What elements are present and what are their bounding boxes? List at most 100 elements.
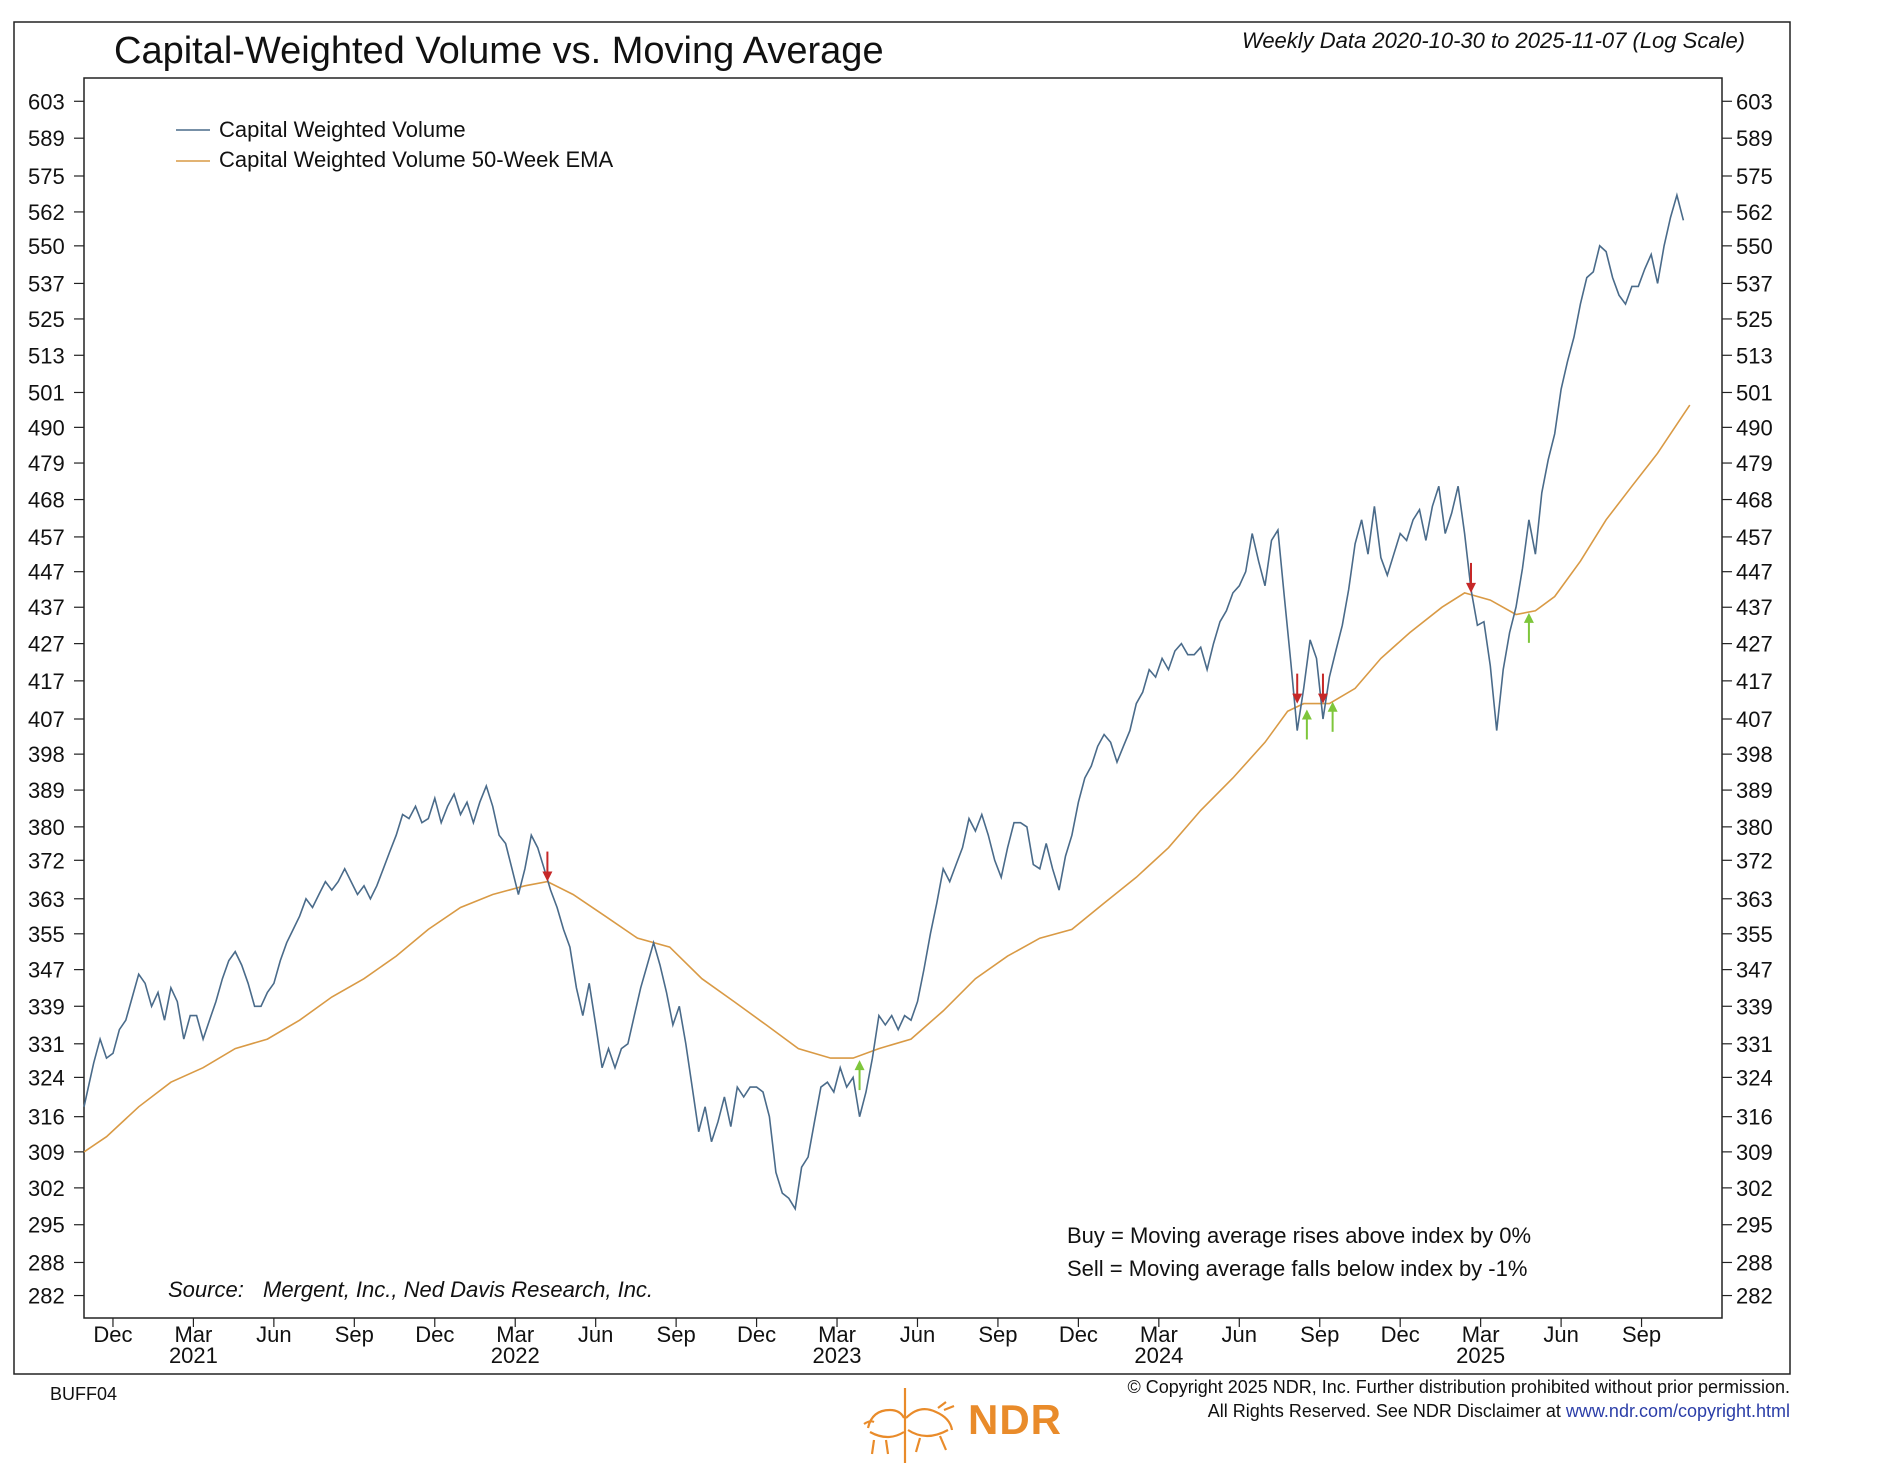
y-tick-label-right: 380 xyxy=(1736,815,1773,840)
y-tick-label-right: 525 xyxy=(1736,307,1773,332)
buy-arrow-head xyxy=(1327,701,1338,712)
buy-signal-arrow-icon xyxy=(854,1060,865,1091)
y-tick-label-left: 589 xyxy=(28,126,65,151)
y-tick-label-right: 537 xyxy=(1736,271,1773,296)
x-tick-label: Mar xyxy=(1462,1322,1500,1347)
y-tick-label-right: 407 xyxy=(1736,707,1773,732)
y-tick-label-right: 331 xyxy=(1736,1032,1773,1057)
x-tick-label: Dec xyxy=(93,1322,132,1347)
y-tick-label-right: 398 xyxy=(1736,742,1773,767)
y-tick-label-right: 490 xyxy=(1736,415,1773,440)
buy-signal-arrow-icon xyxy=(1327,701,1338,732)
chart-title: Capital-Weighted Volume vs. Moving Avera… xyxy=(114,30,884,72)
y-tick-label-right: 437 xyxy=(1736,595,1773,620)
chart-subtitle: Weekly Data 2020-10-30 to 2025-11-07 (Lo… xyxy=(1242,28,1745,53)
x-tick-label: Dec xyxy=(415,1322,454,1347)
y-tick-label-right: 550 xyxy=(1736,234,1773,259)
x-tick-label: Jun xyxy=(1222,1322,1257,1347)
y-tick-label-right: 589 xyxy=(1736,126,1773,151)
copyright-link[interactable]: www.ndr.com/copyright.html xyxy=(1565,1401,1790,1421)
x-tick-label: Dec xyxy=(737,1322,776,1347)
x-year-label: 2021 xyxy=(169,1343,218,1368)
y-tick-label-left: 437 xyxy=(28,595,65,620)
x-tick-label: Mar xyxy=(1140,1322,1178,1347)
x-tick-label: Mar xyxy=(496,1322,534,1347)
y-axis-right: 282 288 295 302 309 316 324 331 339 347 355 363 372 3… xyxy=(1722,89,1773,1309)
y-tick-label-right: 363 xyxy=(1736,887,1773,912)
y-tick-label-left: 501 xyxy=(28,380,65,405)
x-tick-label: Jun xyxy=(256,1322,291,1347)
rule-buy-text: Buy = Moving average rises above index b… xyxy=(1067,1223,1531,1248)
y-tick-label-right: 513 xyxy=(1736,343,1773,368)
buy-arrow-head xyxy=(1301,709,1312,720)
y-tick-label-right: 389 xyxy=(1736,778,1773,803)
y-tick-label-right: 295 xyxy=(1736,1213,1773,1238)
y-tick-label-left: 309 xyxy=(28,1140,65,1165)
y-tick-label-left: 295 xyxy=(28,1213,65,1238)
y-tick-label-left: 562 xyxy=(28,200,65,225)
y-tick-label-left: 479 xyxy=(28,451,65,476)
rule-sell-text: Sell = Moving average falls below index … xyxy=(1067,1256,1527,1281)
legend-label-volume: Capital Weighted Volume xyxy=(219,117,466,142)
y-tick-label-left: 324 xyxy=(28,1065,65,1090)
x-tick-label: Sep xyxy=(657,1322,696,1347)
y-tick-label-right: 575 xyxy=(1736,164,1773,189)
sell-arrow-head xyxy=(542,871,553,882)
y-tick-label-left: 398 xyxy=(28,742,65,767)
y-tick-label-right: 282 xyxy=(1736,1284,1773,1309)
y-tick-label-right: 417 xyxy=(1736,669,1773,694)
y-tick-label-right: 316 xyxy=(1736,1105,1773,1130)
x-tick-label: Sep xyxy=(1300,1322,1339,1347)
ema-series-line xyxy=(83,404,1691,1153)
copyright-line-1: © Copyright 2025 NDR, Inc. Further distr… xyxy=(1127,1377,1790,1397)
legend: Capital Weighted Volume Capital Weighted… xyxy=(176,117,613,172)
y-tick-label-right: 309 xyxy=(1736,1140,1773,1165)
y-tick-label-right: 339 xyxy=(1736,994,1773,1019)
x-tick-label: Mar xyxy=(174,1322,212,1347)
y-tick-label-left: 302 xyxy=(28,1176,65,1201)
y-tick-label-left: 550 xyxy=(28,234,65,259)
y-tick-label-left: 372 xyxy=(28,848,65,873)
chart-frame xyxy=(13,21,1791,1375)
buy-signal-arrow-icon xyxy=(1301,709,1312,740)
sell-signal-arrow-icon xyxy=(1292,673,1303,704)
y-tick-label-right: 562 xyxy=(1736,200,1773,225)
x-year-label: 2025 xyxy=(1456,1343,1505,1368)
chart-code: BUFF04 xyxy=(50,1384,118,1404)
bull-bear-logo-icon xyxy=(863,1388,955,1463)
y-axis-left: 282 288 295 302 309 316 324 331 339 347 355 363 372 3… xyxy=(28,89,84,1309)
sell-arrow-head xyxy=(1317,693,1328,704)
x-year-label: 2023 xyxy=(813,1343,862,1368)
y-tick-label-right: 479 xyxy=(1736,451,1773,476)
y-tick-label-left: 355 xyxy=(28,922,65,947)
y-tick-label-left: 457 xyxy=(28,525,65,550)
y-tick-label-left: 513 xyxy=(28,343,65,368)
y-tick-label-left: 339 xyxy=(28,994,65,1019)
y-tick-label-right: 447 xyxy=(1736,560,1773,585)
ndr-logo: NDR xyxy=(860,1388,1090,1463)
y-tick-label-right: 603 xyxy=(1736,89,1773,114)
y-tick-label-left: 537 xyxy=(28,271,65,296)
y-tick-label-right: 427 xyxy=(1736,632,1773,657)
sell-signal-arrow-icon xyxy=(1317,673,1328,704)
y-tick-label-left: 389 xyxy=(28,778,65,803)
copyright-line-2: All Rights Reserved. See NDR Disclaimer … xyxy=(1127,1399,1790,1423)
y-tick-label-left: 363 xyxy=(28,887,65,912)
sell-signal-arrow-icon xyxy=(1465,562,1476,593)
y-tick-label-right: 468 xyxy=(1736,488,1773,513)
buy-arrow-head xyxy=(854,1060,865,1071)
x-year-label: 2024 xyxy=(1134,1343,1183,1368)
y-tick-label-right: 457 xyxy=(1736,525,1773,550)
y-tick-label-left: 316 xyxy=(28,1105,65,1130)
y-tick-label-left: 468 xyxy=(28,488,65,513)
x-tick-label: Sep xyxy=(335,1322,374,1347)
y-tick-label-right: 347 xyxy=(1736,958,1773,983)
sell-arrow-head xyxy=(1465,582,1476,593)
y-tick-label-left: 490 xyxy=(28,415,65,440)
volume-series-line xyxy=(83,192,1685,1212)
x-tick-label: Jun xyxy=(578,1322,613,1347)
buy-arrow-head xyxy=(1523,612,1534,623)
y-tick-label-left: 525 xyxy=(28,307,65,332)
